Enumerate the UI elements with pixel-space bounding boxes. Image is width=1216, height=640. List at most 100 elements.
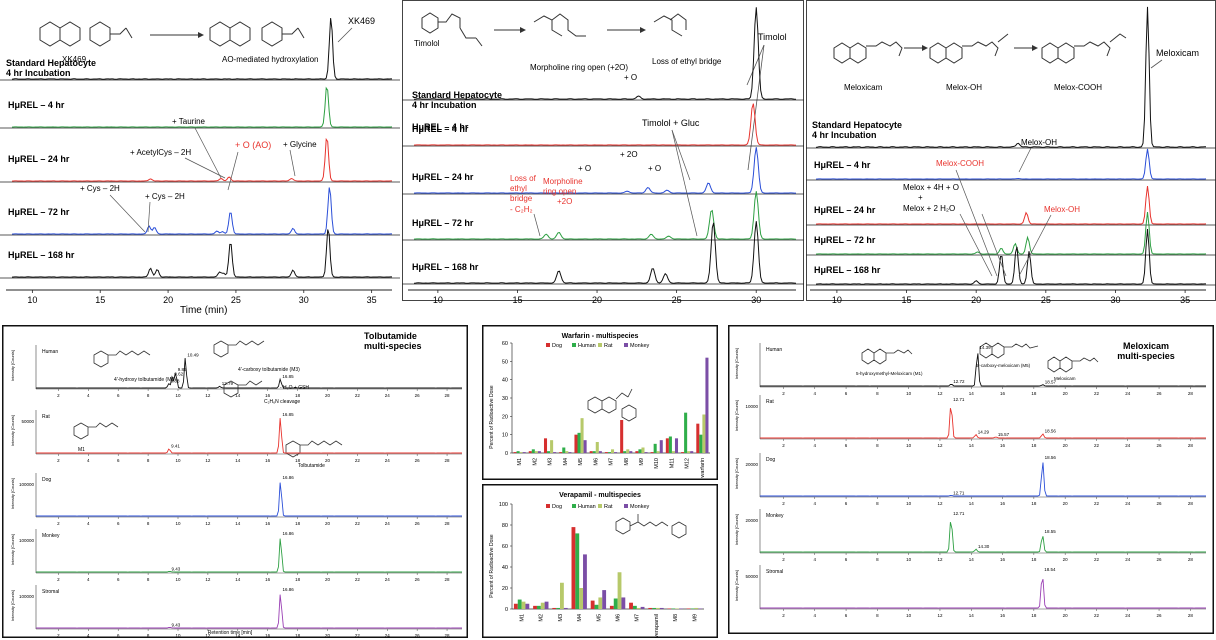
y-axis-label: Intensity [Counts] xyxy=(10,534,15,565)
x-tick-label: 18 xyxy=(295,577,301,582)
chromatogram-trace xyxy=(36,594,462,629)
meloxicam-peak-pointer xyxy=(1150,59,1163,69)
annotation-pointer xyxy=(1018,214,1052,277)
peak-label: 18.56 xyxy=(1045,429,1057,434)
x-tick-label: 30 xyxy=(751,295,761,305)
x-tick-label: 10 xyxy=(433,295,443,305)
annotation-plus-o: + O xyxy=(648,164,661,173)
meloxicam-name: Meloxicam xyxy=(844,83,883,92)
chromatogram-trace xyxy=(11,86,393,128)
bar xyxy=(604,452,608,453)
bar xyxy=(580,418,584,453)
bar xyxy=(607,452,611,453)
y-tick-label: 50000 xyxy=(745,574,758,579)
x-tick-label: 18 xyxy=(1031,613,1037,618)
x-tick-label: 16 xyxy=(1000,443,1006,448)
y-tick-label: 100 xyxy=(499,502,508,508)
bar xyxy=(544,601,549,609)
bar xyxy=(611,449,615,453)
x-tick-label: 20 xyxy=(1063,443,1069,448)
x-tick-label: M5 xyxy=(596,614,602,622)
bar xyxy=(671,451,675,453)
species-label: Monkey xyxy=(42,533,60,539)
x-tick-label: 6 xyxy=(117,577,120,582)
x-axis-label: Retention time [min] xyxy=(208,630,253,636)
legend-label: Rat xyxy=(604,343,613,349)
chromatogram-trace xyxy=(760,462,1206,497)
chromatogram-trace xyxy=(815,6,1207,148)
x-tick-label: 18 xyxy=(295,521,301,526)
x-tick-label: 28 xyxy=(1188,391,1194,396)
x-tick-label: 2 xyxy=(782,557,785,562)
bar xyxy=(613,598,618,609)
tolbutamide-structures: 4'-hydroxy tolbutamide (M2) 4'-carboxy t… xyxy=(73,340,343,469)
x-tick-label: 10 xyxy=(175,577,181,582)
warfarin-structure xyxy=(587,388,637,422)
x-tick-label: 18 xyxy=(1031,501,1037,506)
peak-label: 9.41 xyxy=(171,444,180,449)
annotation-pointer xyxy=(1018,147,1032,173)
x-tick-label: 14 xyxy=(235,393,241,398)
chromatogram-trace xyxy=(36,358,462,389)
panel-border xyxy=(2,325,468,638)
x-tick-label: 12 xyxy=(205,458,211,463)
x-tick-label: 22 xyxy=(355,393,361,398)
chromatogram-trace xyxy=(760,521,1206,553)
x-tick-label: M8 xyxy=(673,614,679,622)
x-tick-label: 16 xyxy=(265,521,271,526)
x-tick-label: 16 xyxy=(1000,501,1006,506)
y-axis-label: Intensity [Counts] xyxy=(734,570,739,601)
bar xyxy=(571,527,576,609)
legend-swatch xyxy=(572,504,576,508)
x-tick-label: 26 xyxy=(1157,391,1163,396)
reaction-arrowhead xyxy=(520,27,526,33)
legend-swatch xyxy=(546,504,550,508)
std-hepatocyte-label: Standard Hepatocyte xyxy=(812,120,902,130)
annotation-morpholine: +2O xyxy=(557,197,572,206)
x-tick-label: M9 xyxy=(639,458,645,466)
chromatogram-trace xyxy=(11,18,392,80)
bar xyxy=(659,607,664,609)
chromatogram-trace xyxy=(36,538,462,573)
bar xyxy=(626,449,630,453)
morpholine-open-label: Morpholine ring open (+2O) xyxy=(530,63,628,72)
melox-oh-name: Melox-OH xyxy=(946,83,982,92)
m2-label: 4'-hydroxy tolbutamide (M2) xyxy=(114,377,176,383)
bar xyxy=(687,451,691,453)
annotation-glycine: + Glycine xyxy=(283,140,317,149)
bar xyxy=(537,451,541,453)
annotation-loss-ethyl: ethyl xyxy=(510,184,527,193)
x-tick-label: 26 xyxy=(1157,443,1163,448)
peak-label: 12.71 xyxy=(953,397,965,402)
bar xyxy=(550,440,554,453)
warfarin-structure-drawing xyxy=(587,388,637,422)
x-tick-label: 20 xyxy=(1063,613,1069,618)
bar xyxy=(675,608,680,609)
chromatogram-trace xyxy=(760,407,1206,439)
bar xyxy=(650,452,654,453)
x-tick-label: 2 xyxy=(782,613,785,618)
chromatogram-trace xyxy=(413,7,797,100)
meloxicam-multi-structures: 5-hydroxymethyl-Meloxicam (M1) 5'-carbox… xyxy=(856,342,1099,381)
peak-label: 12.72 xyxy=(953,379,965,384)
annotation-melox-oh: Melox-OH xyxy=(1021,138,1057,147)
x-tick-label: 20 xyxy=(1063,557,1069,562)
annotation-acetylcys: + AcetylCys – 2H xyxy=(130,148,191,157)
y-tick-label: 0 xyxy=(505,607,508,613)
x-tick-label: 15 xyxy=(512,295,522,305)
bar xyxy=(696,423,700,453)
x-tick-label: 12 xyxy=(205,393,211,398)
bar xyxy=(667,608,672,609)
x-tick-label: M11 xyxy=(669,458,675,468)
m5-label: 5'-carboxy-meloxicam (M5) xyxy=(976,363,1031,368)
x-tick-label: 22 xyxy=(1094,501,1100,506)
peak-label: 15.57 xyxy=(998,432,1010,437)
peak-label: 16.85 xyxy=(282,374,294,379)
bar xyxy=(521,601,526,609)
xk469-structures: XK469 AO-mediated hydroxylation xyxy=(39,21,319,64)
meloxicam-structure-drawing xyxy=(833,41,903,64)
bar xyxy=(583,440,587,453)
species-label: Rat xyxy=(42,414,50,420)
m3-label: 4'-carboxy tolbutamide (M3) xyxy=(238,367,300,373)
xk469-chromatogram-panel: XK469 AO-mediated hydroxylation XK469 Hμ… xyxy=(0,16,400,316)
